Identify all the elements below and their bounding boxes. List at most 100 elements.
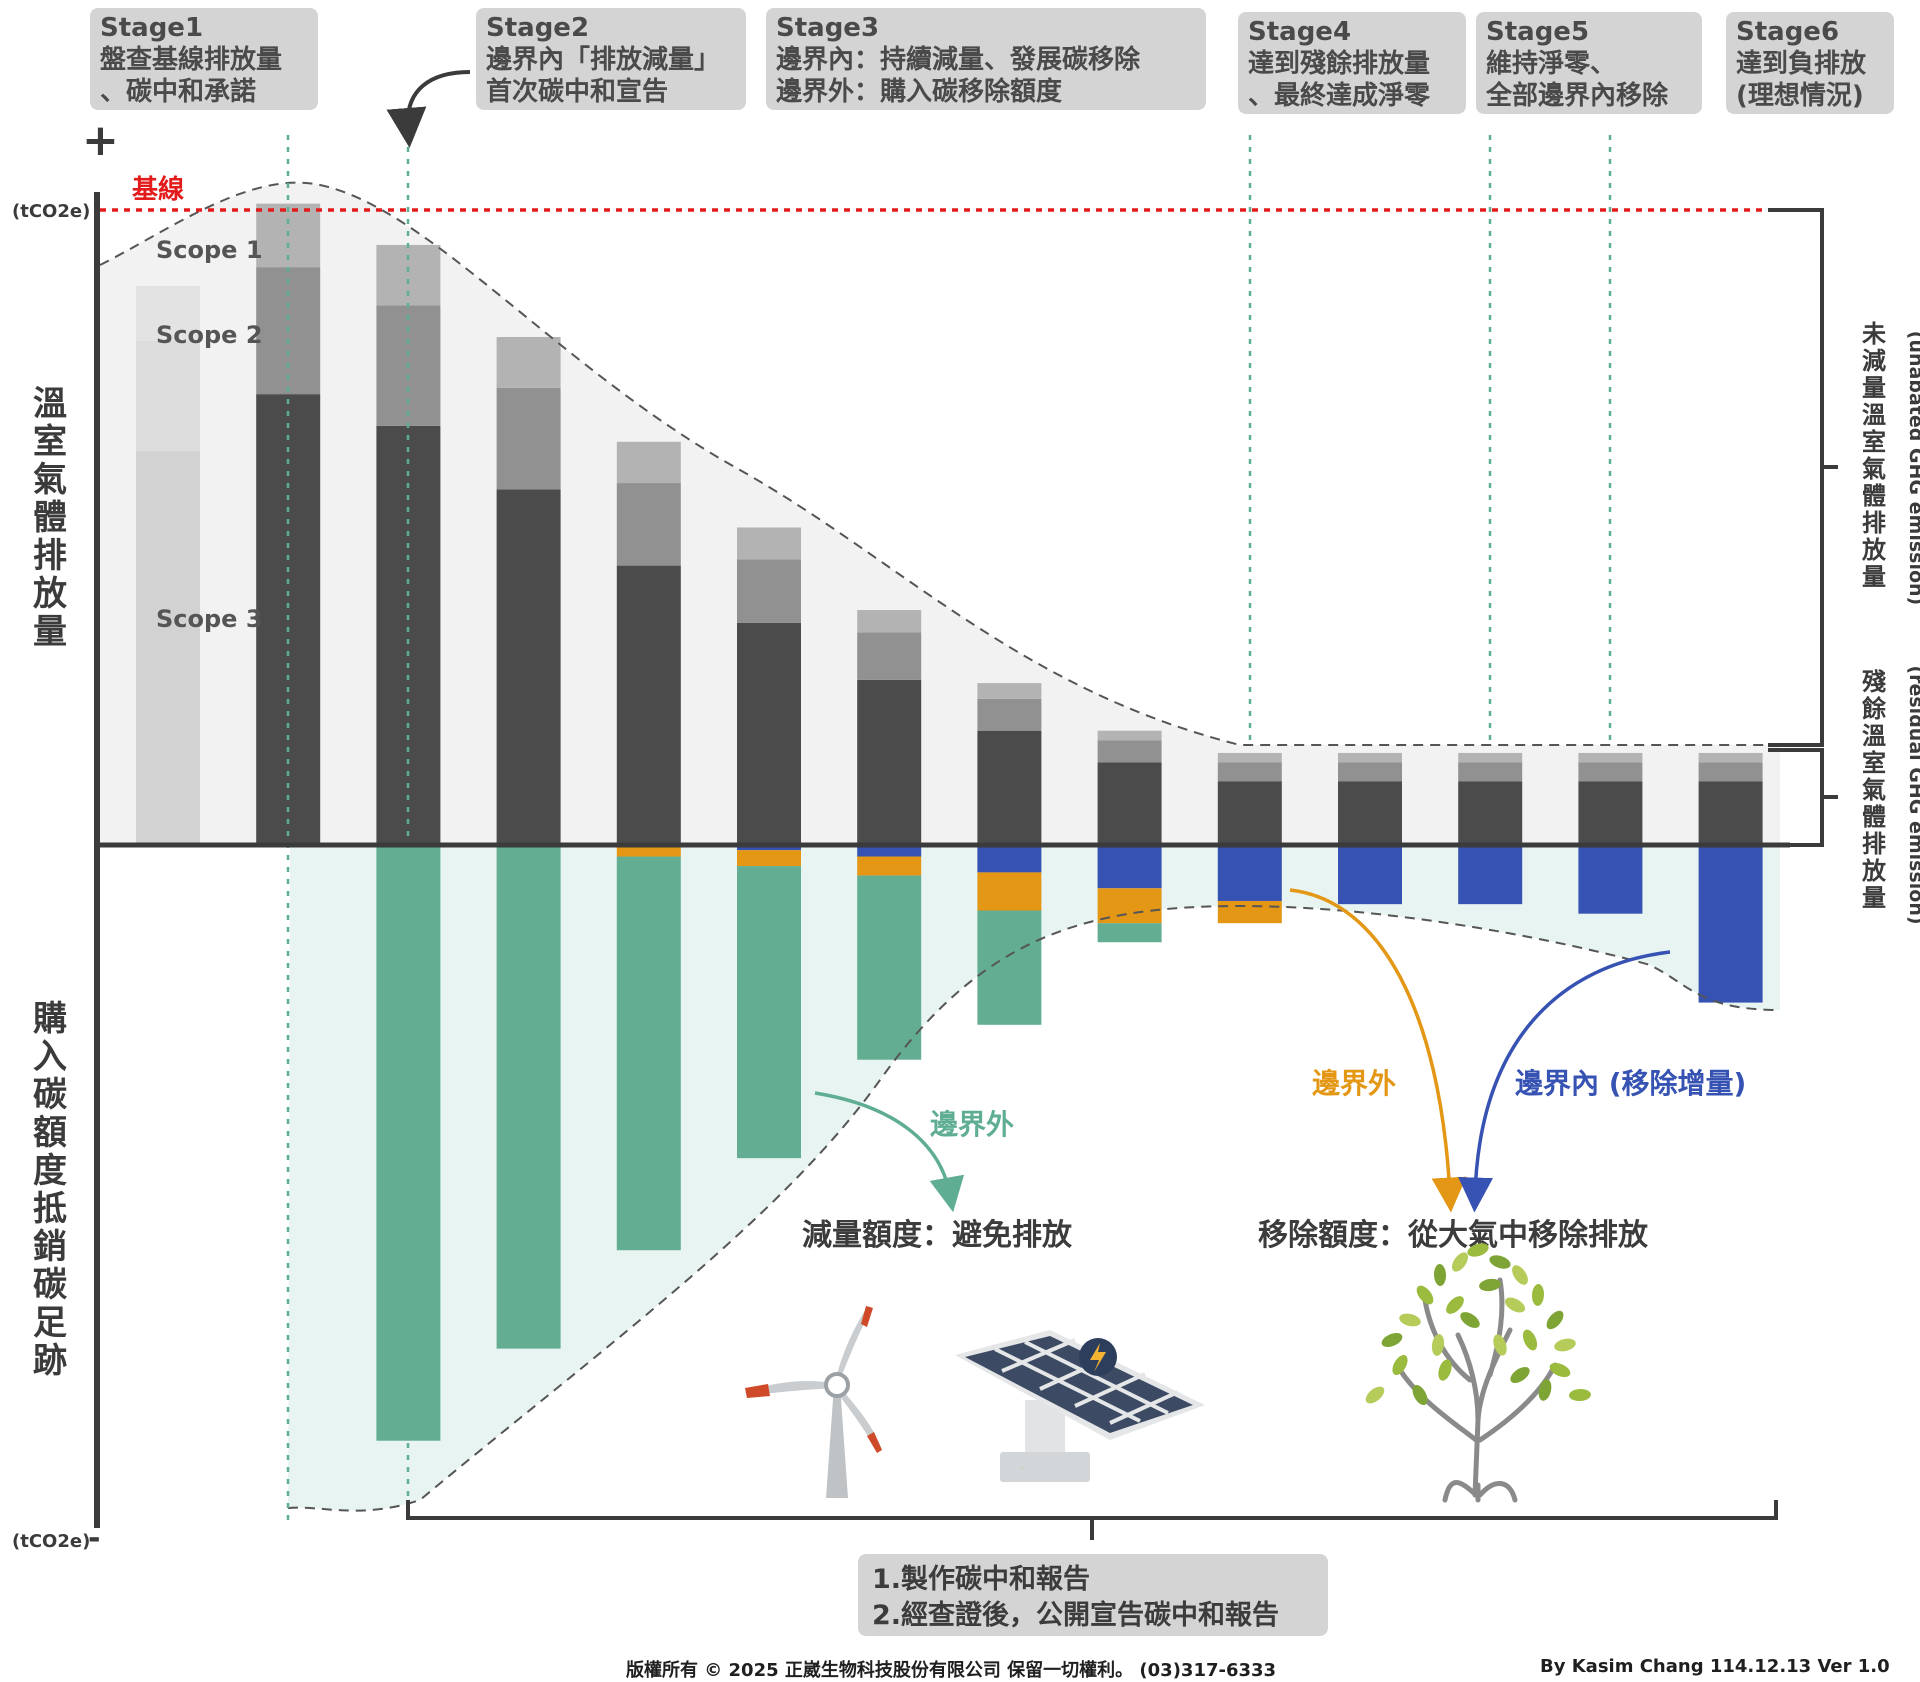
stage3-title: Stage3 (776, 13, 880, 43)
unabated-label-char-9: 量 (1862, 563, 1886, 591)
tree-leaf-22 (1460, 1312, 1480, 1328)
tree-leaf-10 (1546, 1310, 1564, 1330)
bar-scope3-8 (1097, 762, 1162, 845)
tree-leaf-7 (1489, 1255, 1511, 1269)
bar-removal-credits-6 (857, 856, 922, 876)
unabated-label-char-3: 溫 (1862, 401, 1886, 429)
y-label-upper-char-0: 溫 (33, 384, 67, 424)
bar-scope3-10 (1338, 781, 1402, 845)
y-label-upper-char-1: 室 (33, 422, 67, 462)
minus-sign: - (88, 1521, 100, 1556)
stage3-line2: 邊界外：購入碳移除額度 (776, 77, 1063, 107)
bar-scope2-3 (496, 387, 561, 490)
stage4-line2: 、最終達成淨零 (1248, 81, 1431, 111)
footer-copyright: 版權所有 © 2025 正崴生物科技股份有限公司 保留一切權利。 (03)317… (626, 1660, 1277, 1681)
bar-scope1-10 (1338, 752, 1402, 763)
bar-scope1-13 (1698, 752, 1763, 763)
bar-scope2-4 (616, 483, 681, 566)
inside-arrow-label: 邊界內 (移除增量) (1515, 1067, 1746, 1100)
bar-avoidance-credits-6 (857, 875, 922, 1060)
stage1-line2: 、碳中和承諾 (100, 77, 257, 107)
tree-leaf-1 (1381, 1333, 1403, 1347)
bar-scope1-9 (1217, 752, 1282, 763)
tree-leaf-13 (1412, 1384, 1428, 1406)
residual-bracket-label-en: (residual GHG emission) (1905, 665, 1920, 924)
tree-leaf-8 (1512, 1265, 1528, 1285)
avoid-credit-arrow (814, 1091, 965, 1213)
y-label-lower-char-6: 銷 (33, 1227, 67, 1267)
stage3-line1: 邊界內：持續減量、發展碳移除 (776, 45, 1141, 75)
logo-watermark: · (1020, 1464, 1024, 1475)
tree-leaf-11 (1554, 1338, 1576, 1352)
y-label-lower-char-0: 購 (33, 999, 67, 1039)
y-label-lower-char-4: 度 (33, 1151, 67, 1191)
stage6-line2: (理想情況) (1736, 81, 1864, 111)
bar-scope3-9 (1217, 781, 1282, 845)
unabated-label-char-7: 排 (1862, 509, 1886, 537)
unabated-label-char-0: 未 (1862, 320, 1886, 348)
bar-scope2-10 (1338, 762, 1402, 782)
tree-leaf-17 (1504, 1297, 1526, 1313)
y-unit-bottom: (tCO2e) (12, 1531, 90, 1552)
bar-avoidance-credits-8 (1097, 923, 1162, 943)
bar-baseline-scope2-band-0 (136, 341, 200, 452)
tree-leaf-15 (1446, 1296, 1464, 1314)
stage2-line2: 首次碳中和宣告 (486, 77, 669, 107)
stage5-line1: 維持淨零、 (1486, 49, 1617, 79)
y-label-lower-char-3: 額 (33, 1113, 67, 1153)
scope3-label: Scope 3 (156, 605, 263, 633)
report-note-line2: 2.經查證後，公開宣告碳中和報告 (872, 1600, 1280, 1631)
bar-removal-inside-11 (1458, 847, 1523, 905)
bar-removal-inside-12 (1578, 847, 1643, 914)
baseline-label: 基線 (132, 174, 184, 205)
bar-avoidance-credits-4 (616, 856, 681, 1251)
bar-scope3-5 (737, 622, 801, 845)
tree-icon (1365, 1243, 1591, 1503)
tree-leaf-21 (1569, 1388, 1591, 1402)
unabated-label-char-2: 量 (1862, 374, 1886, 402)
scope2-label: Scope 2 (156, 321, 263, 349)
y-label-lower-char-8: 足 (33, 1303, 67, 1343)
bar-scope2-13 (1698, 762, 1763, 782)
stage3-box: Stage3 邊界內：持續減量、發展碳移除 邊界外：購入碳移除額度 (766, 8, 1206, 110)
y-label-upper-char-5: 放 (33, 574, 67, 614)
avoid-credit-label: 減量額度：避免排放 (802, 1218, 1073, 1253)
bar-scope2-8 (1097, 740, 1162, 763)
report-note-box: 1.製作碳中和報告 2.經查證後，公開宣告碳中和報告 (858, 1554, 1328, 1636)
residual-label-char-2: 溫 (1862, 722, 1886, 750)
wind-turbine-icon (745, 1306, 882, 1498)
tree-leaf-20 (1365, 1386, 1385, 1404)
stage5-box: Stage5 維持淨零、 全部邊界內移除 (1476, 12, 1702, 114)
residual-label-char-4: 氣 (1862, 776, 1886, 804)
bar-removal-credits-9 (1217, 900, 1282, 924)
stage2-box: Stage2 邊界內「排放減量」 首次碳中和宣告 (476, 8, 746, 110)
bar-scope2-7 (977, 698, 1042, 731)
bar-scope1-12 (1578, 752, 1643, 763)
stage1-box: Stage1 盤查基線排放量 、碳中和承諾 (90, 8, 318, 110)
bar-removal-inside-9 (1217, 847, 1282, 901)
bar-scope1-3 (496, 337, 561, 388)
bar-scope3-6 (857, 679, 922, 845)
bar-scope2-11 (1458, 762, 1523, 782)
bar-scope1-8 (1097, 730, 1162, 741)
tree-leaf-3 (1416, 1285, 1434, 1305)
tree-leaf-25 (1510, 1367, 1530, 1383)
y-label-upper-char-3: 體 (33, 498, 67, 538)
y-label-lower-char-9: 跡 (33, 1341, 67, 1381)
residual-label-char-8: 量 (1862, 884, 1886, 912)
bar-scope3-7 (977, 730, 1042, 845)
bar-avoidance-credits-3 (496, 847, 561, 1349)
removal-credit-label: 移除額度：從大氣中移除排放 (1258, 1218, 1649, 1253)
tree-leaf-2 (1399, 1313, 1421, 1327)
y-label-lower-char-7: 碳 (33, 1265, 68, 1305)
emission-envelope-outline (99, 181, 1780, 746)
bar-removal-inside-5 (737, 847, 801, 851)
bar-scope2-5 (737, 559, 801, 623)
stage4-line1: 達到殘餘排放量 (1248, 49, 1431, 79)
bar-removal-inside-10 (1338, 847, 1402, 905)
bar-scope1-5 (737, 527, 801, 560)
residual-label-char-3: 室 (1862, 749, 1886, 777)
